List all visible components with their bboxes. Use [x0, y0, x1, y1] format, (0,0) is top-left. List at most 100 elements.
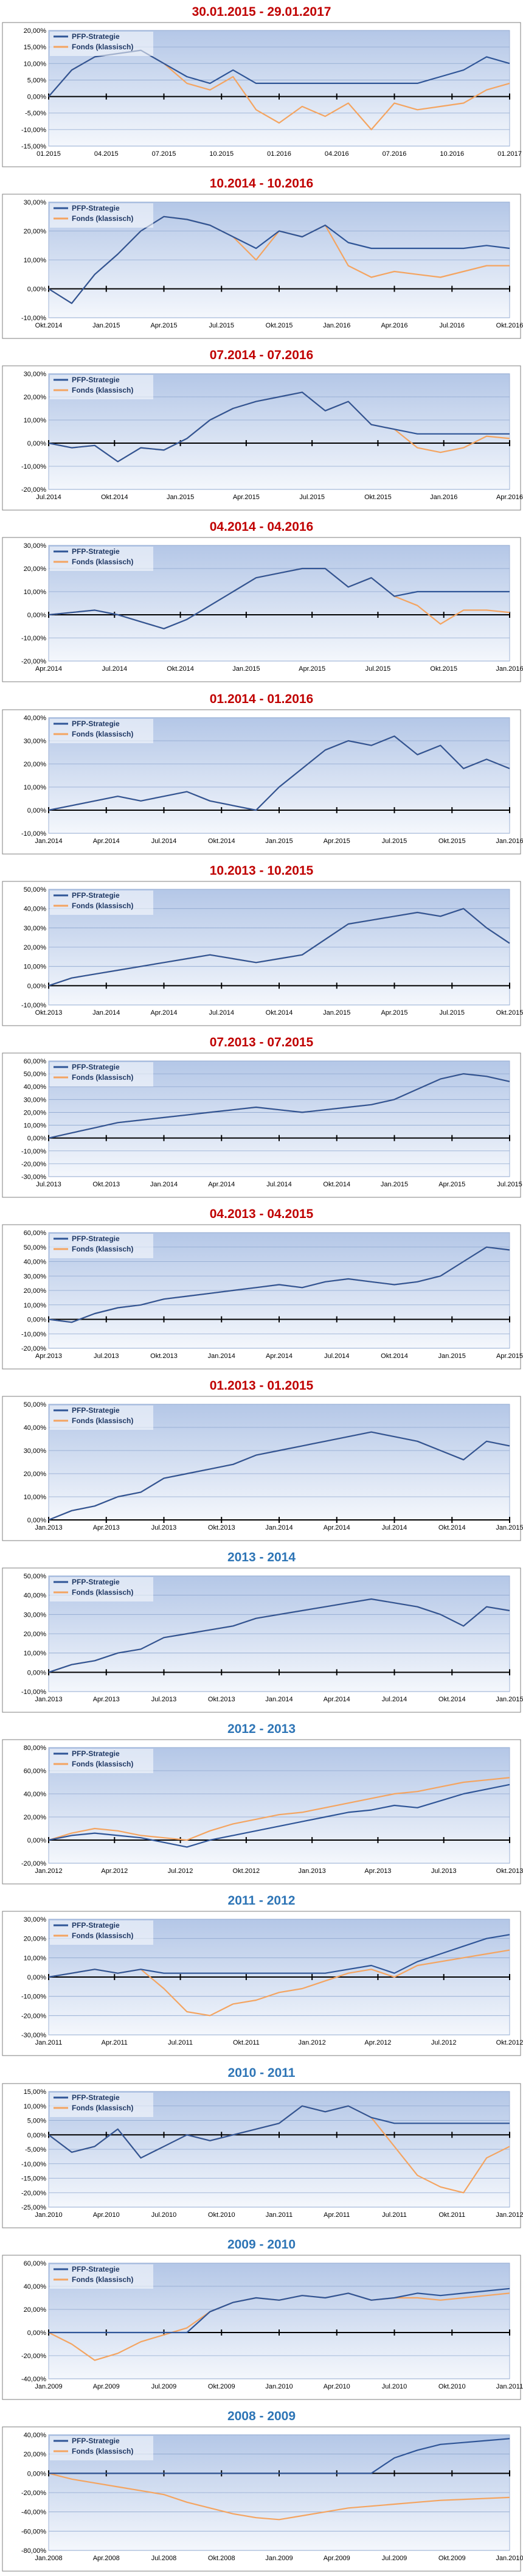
- x-tick-label: Jul.2012: [431, 2039, 457, 2046]
- x-tick-label: Jul.2015: [209, 322, 234, 329]
- x-tick-label: Okt.2010: [438, 2383, 466, 2390]
- x-tick-label: Jan.2015: [92, 322, 120, 329]
- y-tick-label: 20,00%: [24, 1631, 47, 1638]
- y-tick-label: -20,00%: [21, 1161, 46, 1168]
- x-tick-label: Okt.2015: [266, 322, 293, 329]
- x-tick-label: Jan.2011: [266, 2211, 293, 2219]
- x-tick-label: Jul.2013: [36, 1181, 61, 1188]
- y-tick-label: -10,00%: [21, 830, 46, 838]
- y-tick-label: 60,00%: [24, 1230, 47, 1237]
- x-tick-label: Jan.2013: [299, 1867, 326, 1875]
- x-tick-label: Apr.2015: [233, 494, 260, 501]
- x-tick-label: Jul.2013: [431, 1867, 457, 1875]
- legend-entry: PFP-Strategie: [72, 547, 120, 556]
- y-tick-label: 30,00%: [24, 1273, 47, 1280]
- chart-title: 04.2013 - 04.2015: [209, 1207, 314, 1221]
- x-tick-label: Okt.2014: [35, 322, 63, 329]
- chart-title: 04.2014 - 04.2016: [209, 520, 314, 534]
- x-tick-label: Jul.2013: [151, 1696, 177, 1703]
- x-tick-label: Apr.2015: [324, 838, 350, 845]
- y-tick-label: -20,00%: [21, 486, 46, 494]
- chart-title: 2013 - 2014: [227, 1550, 296, 1564]
- line-chart: 80,00%60,00%40,00%20,00%0,00%-20,00%Jan.…: [2, 1739, 523, 1885]
- y-tick-label: 30,00%: [24, 199, 47, 206]
- x-tick-label: Jan.2011: [496, 2383, 523, 2390]
- y-tick-label: 40,00%: [24, 2432, 47, 2439]
- y-tick-label: 20,00%: [24, 2451, 47, 2459]
- y-tick-label: 20,00%: [24, 2306, 47, 2314]
- x-tick-label: Okt.2014: [208, 838, 235, 845]
- legend-entry: Fonds (klassisch): [72, 730, 133, 738]
- legend-entry: PFP-Strategie: [72, 1749, 120, 1758]
- y-tick-label: 10,00%: [24, 257, 47, 264]
- y-tick-label: 10,00%: [24, 60, 47, 68]
- y-tick-label: 50,00%: [24, 1244, 47, 1251]
- x-tick-label: 07.2015: [152, 150, 176, 158]
- legend-entry: Fonds (klassisch): [72, 43, 133, 51]
- y-tick-label: 10,00%: [24, 964, 47, 971]
- y-tick-label: 10,00%: [24, 2103, 47, 2110]
- y-tick-label: -20,00%: [21, 2012, 46, 2020]
- x-tick-label: Okt.2016: [496, 322, 523, 329]
- legend-entry: Fonds (klassisch): [72, 1416, 133, 1425]
- x-tick-label: Okt.2015: [438, 838, 466, 845]
- x-tick-label: Apr.2013: [364, 1867, 391, 1875]
- y-tick-label: -20,00%: [21, 1345, 46, 1353]
- y-tick-label: 0,00%: [27, 1517, 46, 1524]
- line-chart: 50,00% 40,00% 30,00% 20,00% 10,00% 0,00% -10,0…: [2, 1567, 523, 1713]
- x-tick-label: Apr.2015: [496, 1353, 523, 1360]
- y-tick-label: 10,00%: [24, 1122, 47, 1130]
- x-tick-label: Okt.2010: [208, 2211, 235, 2219]
- legend-entry: Fonds (klassisch): [72, 901, 133, 910]
- x-tick-label: Apr.2015: [150, 322, 177, 329]
- y-tick-label: -10,00%: [21, 1331, 46, 1338]
- y-tick-label: 0,00%: [27, 440, 46, 447]
- x-tick-label: Okt.2014: [323, 1181, 350, 1188]
- chart-panel: 07.2014 - 07.2016 30,00% 20,00% 10,00% 0,00%…: [0, 343, 523, 515]
- y-tick-label: -10,00%: [21, 635, 46, 642]
- x-tick-label: Okt.2013: [208, 1524, 235, 1531]
- x-tick-label: Okt.2013: [92, 1181, 120, 1188]
- x-tick-label: Jan.2014: [265, 1696, 293, 1703]
- x-tick-label: Apr.2011: [324, 2211, 350, 2219]
- y-tick-label: 20,00%: [24, 394, 47, 401]
- x-tick-label: Jul.2014: [382, 1696, 407, 1703]
- y-tick-label: 0,00%: [27, 2329, 46, 2337]
- y-tick-label: 60,00%: [24, 2260, 47, 2267]
- y-tick-label: 0,00%: [27, 1317, 46, 1324]
- y-tick-label: 40,00%: [24, 1592, 47, 1600]
- x-tick-label: Okt.2015: [430, 665, 457, 673]
- y-tick-label: 0,00%: [27, 1135, 46, 1143]
- chart-title: 2009 - 2010: [227, 2238, 296, 2252]
- y-tick-label: 0,00%: [27, 1974, 46, 1981]
- chart-title: 07.2014 - 07.2016: [209, 348, 314, 362]
- y-tick-label: 50,00%: [24, 886, 47, 894]
- y-tick-label: 30,00%: [24, 1447, 47, 1455]
- y-tick-label: 0,00%: [27, 2132, 46, 2139]
- y-tick-label: 10,00%: [24, 1955, 47, 1962]
- x-tick-label: Apr.2009: [324, 2555, 350, 2562]
- chart-panel: 2010 - 2011 15,00% 10,00% 5,00% 0,00% -5,00% -…: [0, 2061, 523, 2233]
- series-line: [48, 567, 510, 629]
- y-tick-label: 0,00%: [27, 612, 46, 619]
- chart-title: 01.2014 - 01.2016: [209, 692, 314, 706]
- x-tick-label: Jan.2013: [35, 1524, 62, 1531]
- x-tick-label: Jul.2011: [382, 2211, 407, 2219]
- legend-entry: Fonds (klassisch): [72, 1588, 133, 1597]
- y-tick-label: 20,00%: [24, 27, 47, 35]
- chart-title: 10.2013 - 10.2015: [209, 864, 314, 878]
- x-tick-label: Apr.2015: [381, 1009, 407, 1017]
- x-tick-label: Jan.2008: [35, 2555, 62, 2562]
- x-tick-label: Jul.2014: [102, 665, 127, 673]
- series-line: [48, 1431, 510, 1521]
- y-tick-label: 20,00%: [24, 228, 47, 236]
- x-tick-label: Apr.2014: [324, 1524, 350, 1531]
- x-tick-label: Jan.2009: [35, 2383, 62, 2390]
- x-tick-label: 01.2015: [36, 150, 61, 158]
- legend-entry: Fonds (klassisch): [72, 558, 133, 566]
- chart-panel: 01.2014 - 01.2016 40,00% 30,00% 20,00% 10,00…: [0, 687, 523, 859]
- y-tick-label: 5,00%: [27, 77, 46, 84]
- x-tick-label: Okt.2013: [35, 1009, 63, 1017]
- y-tick-label: -5,00%: [25, 110, 46, 117]
- y-tick-label: 10,00%: [24, 1650, 47, 1657]
